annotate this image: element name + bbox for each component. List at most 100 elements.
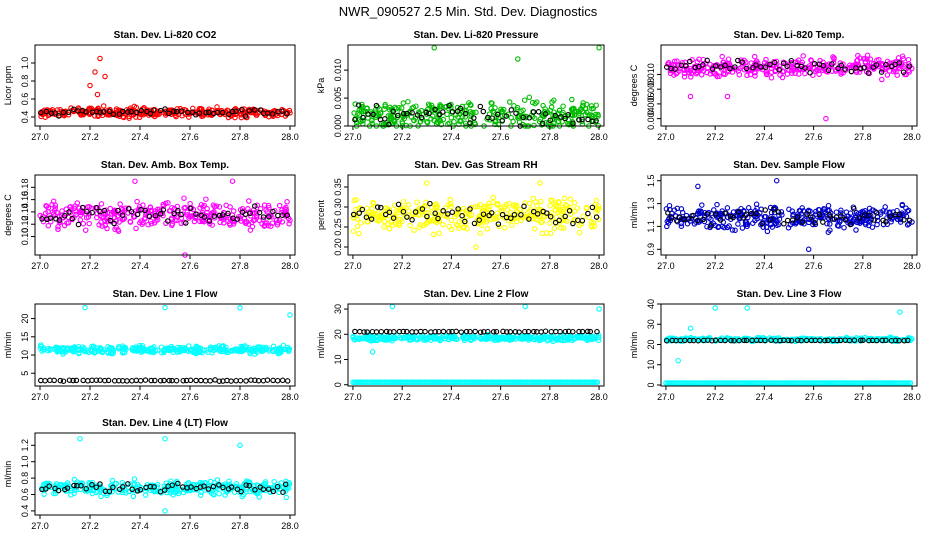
subset-point: [129, 486, 135, 493]
subset-point: [585, 210, 591, 217]
subset-point: [477, 103, 484, 110]
subset-point: [812, 220, 818, 226]
x-tick-label: 27.2: [81, 261, 99, 271]
x-tick-label: 27.0: [31, 392, 49, 402]
subset-point: [576, 117, 582, 123]
subset-point: [274, 483, 281, 490]
subset-point: [775, 209, 782, 215]
data-point: [264, 220, 270, 226]
data-point: [520, 121, 526, 128]
subset-point: [685, 216, 692, 222]
data-point: [253, 347, 259, 353]
subset-point: [119, 212, 126, 218]
subset-point: [422, 328, 428, 335]
data-point: [395, 210, 401, 216]
outlier-point: [82, 304, 88, 311]
subset-point: [38, 377, 44, 384]
subset-point: [861, 65, 867, 71]
subset-point: [472, 328, 478, 335]
plot-frame: [660, 174, 918, 256]
data-point: [492, 118, 498, 125]
subset-point: [704, 211, 711, 217]
data-point: [714, 214, 720, 220]
data-point: [501, 225, 508, 231]
subset-point: [60, 109, 67, 116]
data-point: [857, 210, 864, 216]
subset-point: [476, 217, 482, 223]
subset-point: [125, 206, 132, 212]
data-point: [119, 350, 126, 356]
subset-point: [229, 108, 236, 115]
x-tick-label: 27.6: [181, 132, 199, 142]
x-tick-label: 27.2: [393, 132, 411, 142]
data-point: [226, 478, 232, 485]
subset-point: [512, 329, 519, 335]
subset-point: [148, 377, 154, 384]
subset-point: [781, 60, 787, 67]
outlier-point: [805, 246, 812, 253]
subset-point: [110, 111, 117, 118]
subset-point: [500, 328, 506, 335]
data-point: [575, 333, 581, 340]
panel-4: Stan. Dev. Amb. Box Temp. degrees C 27.0 27…: [3, 160, 299, 271]
data-point: [361, 335, 367, 341]
subset-point: [42, 377, 48, 384]
subset-point: [75, 221, 82, 228]
data-point: [407, 333, 413, 340]
subset-point: [494, 111, 501, 118]
data-point: [549, 197, 555, 204]
subset-point: [480, 108, 487, 115]
data-point: [838, 69, 844, 75]
panel-title: Stan. Dev. Line 4 (LT) Flow: [102, 418, 228, 429]
subset-point: [542, 111, 549, 117]
outlier-point: [92, 69, 98, 75]
data-point: [511, 201, 518, 208]
subset-point: [467, 328, 473, 335]
data-point: [184, 209, 190, 215]
subset-point: [762, 337, 768, 344]
subset-point: [759, 220, 765, 227]
data-point: [490, 194, 496, 201]
data-point: [443, 214, 450, 220]
data-point: [479, 208, 486, 214]
data-point: [854, 57, 861, 64]
subset-point: [682, 63, 689, 69]
subset-point: [471, 115, 477, 121]
outlier-point: [823, 115, 829, 122]
data-point: [285, 346, 292, 353]
data-point: [769, 224, 776, 230]
data-point: [145, 221, 151, 228]
data-point: [588, 219, 595, 226]
subset-point: [237, 377, 244, 384]
subset-point: [449, 209, 456, 215]
data-point: [230, 208, 237, 214]
data-point: [258, 348, 265, 354]
x-tick-label: 27.2: [393, 392, 411, 402]
subset-point: [530, 208, 537, 215]
data-point: [52, 205, 59, 211]
subset-point: [391, 329, 397, 335]
subset-point: [125, 481, 131, 487]
data-point: [476, 213, 482, 220]
subset-point: [417, 328, 424, 335]
subset-point: [762, 64, 769, 70]
subset-point: [350, 211, 357, 218]
subset-point: [673, 217, 680, 224]
data-point: [213, 344, 219, 350]
data-point: [284, 199, 290, 205]
data-point: [665, 61, 671, 67]
y-tick-label: 0.20: [333, 238, 343, 256]
subset-point: [455, 206, 461, 212]
data-point: [583, 204, 590, 211]
y-tick-label: 0.12: [20, 215, 30, 233]
subset-point: [570, 328, 576, 335]
y-tick-label: 0.35: [333, 178, 343, 196]
subset-point: [214, 109, 221, 116]
subset-point: [64, 485, 71, 491]
data-point: [531, 122, 537, 129]
data-point: [505, 335, 512, 341]
data-point: [514, 218, 520, 225]
data-point: [666, 202, 673, 209]
x-tick-label: 27.0: [657, 392, 675, 402]
subset-point: [147, 110, 154, 117]
